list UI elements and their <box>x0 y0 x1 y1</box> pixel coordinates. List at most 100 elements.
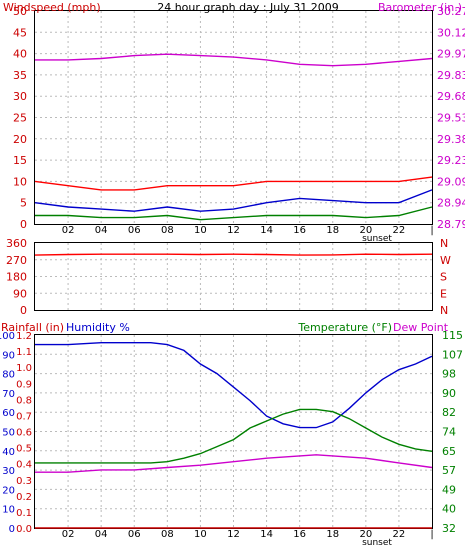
wind-direction-series <box>34 253 433 256</box>
y-tick-label: 0.1 <box>16 508 32 519</box>
x-tick-label: 20 <box>359 225 372 236</box>
x-tick-label: | <box>430 529 433 540</box>
y-tick-label: N <box>440 237 448 250</box>
x-tick-label: 08 <box>161 529 174 540</box>
y-tick-label: 90 <box>13 287 27 300</box>
wind-barometer-frame <box>34 10 433 225</box>
y-tick-label: N <box>440 304 448 317</box>
y-tick-label: 50 <box>2 428 15 439</box>
direction-degree-tick-labels: 0 90 180 270 360 <box>6 237 27 317</box>
chart-title: 24 hour graph day : July 31 2009 <box>157 1 339 14</box>
x-tick-label: 04 <box>95 225 108 236</box>
y-tick-label: 0.4 <box>16 460 32 471</box>
rainfall-tick-labels: 0.0 0.1 0.2 0.3 0.4 0.5 0.6 0.7 0.8 0.9 1.0 1.1 1.2 <box>16 331 32 535</box>
temperature-line <box>35 408 433 464</box>
y-tick-label: 0.7 <box>16 411 32 422</box>
y-tick-label: 0.9 <box>16 379 32 390</box>
x-tick-label: 22 <box>393 225 406 236</box>
x-tick-label: 20 <box>359 529 372 540</box>
humidity-axis-label: Humidity % <box>66 321 130 334</box>
y-tick-label: 15 <box>13 154 27 167</box>
y-tick-label: 0.2 <box>16 492 32 503</box>
y-tick-label: 82 <box>442 406 456 419</box>
sunset-label: sunset <box>362 234 392 244</box>
y-tick-label: W <box>440 254 451 267</box>
barometer-axis-label: Barometer (in.) <box>378 1 462 14</box>
x-tick-label: 16 <box>293 529 306 540</box>
x-tick-label: 06 <box>128 529 141 540</box>
y-tick-label: 0.3 <box>16 476 32 487</box>
dew-point-line <box>35 454 433 473</box>
y-tick-label: 98 <box>442 368 456 381</box>
x-tick-label: 04 <box>95 529 108 540</box>
y-tick-label: 90 <box>2 350 15 361</box>
y-tick-label: 0 <box>20 218 27 231</box>
barometer-tick-labels: 28.79 28.94 29.09 29.23 29.38 29.53 29.68 29.83… <box>437 5 465 231</box>
y-tick-label: 29.68 <box>437 90 465 103</box>
x-tick-label: 02 <box>62 225 75 236</box>
y-tick-label: 29.97 <box>437 48 465 61</box>
x-tick-label: 06 <box>128 225 141 236</box>
y-tick-label: 49 <box>442 483 456 496</box>
y-tick-label: 60 <box>2 408 15 419</box>
windspeed-tick-labels: 0 5 10 15 20 25 30 35 40 45 50 <box>13 5 27 231</box>
y-tick-label: 29.53 <box>437 112 465 125</box>
wind-direction-line <box>34 253 433 256</box>
y-tick-label: 90 <box>442 387 456 400</box>
humidity-temperature-series <box>35 342 433 529</box>
wind-minimum-line <box>35 206 433 221</box>
y-tick-label: 115 <box>442 329 463 342</box>
y-tick-label: 25 <box>13 112 27 125</box>
y-tick-label: 30.12 <box>437 26 465 39</box>
y-tick-label: 32 <box>442 522 456 535</box>
y-tick-label: 65 <box>442 445 456 458</box>
y-tick-label: 40 <box>442 503 456 516</box>
y-tick-label: 1.2 <box>16 331 32 342</box>
wind-hour-tick-labels: 02 04 06 08 10 12 14 16 18 20 22 | <box>62 225 434 236</box>
humidity-temperature-grid <box>35 335 432 528</box>
x-tick-label: 10 <box>194 529 207 540</box>
y-tick-label: 20 <box>2 485 15 496</box>
y-tick-label: 29.23 <box>437 154 465 167</box>
y-tick-label: 10 <box>2 505 15 516</box>
y-tick-label: 28.94 <box>437 197 465 210</box>
x-tick-label: 14 <box>260 529 273 540</box>
humidity-tick-labels: 0 10 20 30 40 50 60 70 80 90 100 <box>0 331 15 535</box>
windspeed-axis-label: Windspeed (mph) <box>3 1 101 14</box>
dew-point-axis-label: Dew Point <box>393 321 449 334</box>
x-tick-label: 10 <box>194 225 207 236</box>
y-tick-label: 40 <box>2 447 15 458</box>
y-tick-label: 100 <box>0 331 15 342</box>
wind-gust-line <box>34 176 433 191</box>
x-tick-label: | <box>430 225 433 236</box>
x-tick-label: 02 <box>62 529 75 540</box>
y-tick-label: 0.0 <box>16 524 32 535</box>
y-tick-label: 57 <box>442 464 456 477</box>
y-tick-label: 29.83 <box>437 69 465 82</box>
wind-average-line <box>34 189 433 212</box>
wind-direction-frame <box>34 242 433 311</box>
y-tick-label: 0.8 <box>16 395 32 406</box>
y-tick-label: 70 <box>2 389 15 400</box>
y-tick-label: 29.38 <box>437 133 465 146</box>
y-tick-label: E <box>440 287 447 300</box>
y-tick-label: 50 <box>13 5 27 18</box>
x-tick-label: 16 <box>293 225 306 236</box>
humidity-line <box>35 342 433 429</box>
y-tick-label: 30 <box>13 90 27 103</box>
y-tick-label: 35 <box>13 69 27 82</box>
x-tick-label: 12 <box>227 529 240 540</box>
rainfall-axis-label: Rainfall (in) <box>1 321 64 334</box>
temperature-tick-labels: 32 40 49 57 65 74 82 90 98 107 115 <box>442 329 463 535</box>
x-tick-label: 18 <box>326 225 339 236</box>
y-tick-label: 1.0 <box>16 363 32 374</box>
y-tick-label: 20 <box>13 133 27 146</box>
y-tick-label: 40 <box>13 48 27 61</box>
y-tick-label: 0 <box>9 524 15 535</box>
y-tick-label: 80 <box>2 370 15 381</box>
y-tick-label: 270 <box>6 254 27 267</box>
